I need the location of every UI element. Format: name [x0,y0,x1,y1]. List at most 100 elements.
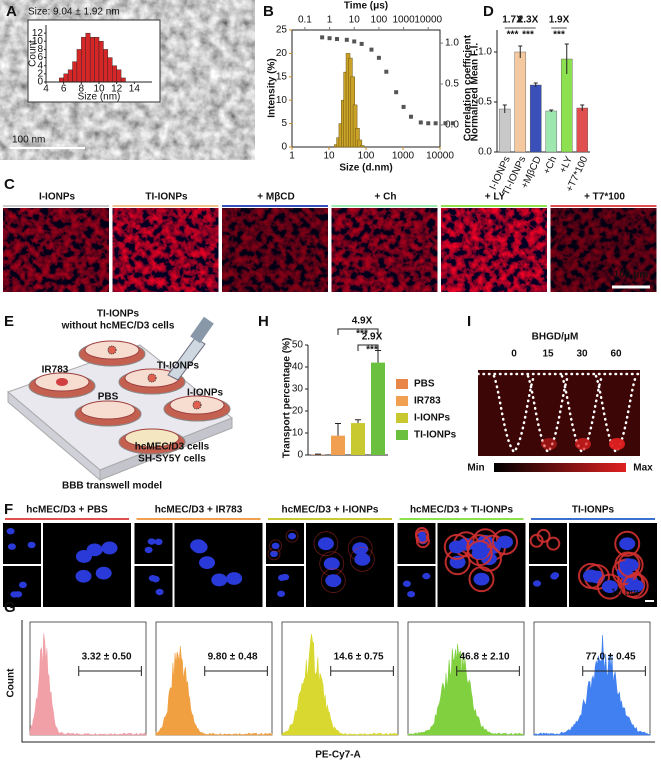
title-underline [441,205,547,207]
fluorescence-image [3,208,109,292]
error-bar [355,419,361,424]
micrograph [43,523,131,607]
y-tick-label: 25 [276,25,288,36]
intensity-bar [355,128,360,148]
x2-tick-label: 1 [327,15,333,26]
well-label: PBS [98,392,119,403]
fold-label: 4.9X [352,316,373,327]
nucleus [155,588,164,596]
cell-membrane [415,529,430,544]
histogram-bar [98,41,104,83]
scale-bar-label: 100 μm [614,270,649,281]
flow-histogram [281,633,399,736]
y-axis-label: Normalized Mean F.I. [470,43,481,142]
well-insert [80,400,136,420]
flow-histogram [29,633,147,736]
x-axis-label: PE-Cy7-A [315,750,361,761]
pipette-head [190,316,214,344]
x2-tick-label: 100 [371,15,388,26]
micrograph [266,523,304,564]
x-tick-label: 8 [79,84,85,95]
histogram-bar [107,57,113,83]
bar [331,435,345,455]
micrograph [174,523,263,607]
cell-membrane [349,546,375,572]
legend-label: IR783 [414,396,441,407]
x-tick-label: 12 [111,84,123,95]
histogram-bar [89,37,95,83]
flow-histogram [407,643,525,736]
gate-label: 14.6 ± 0.75 [334,652,384,663]
title-underline [5,518,129,520]
image-title: hcMEC/D3 + TI-IONPs [410,505,514,516]
image-dim [222,208,328,292]
y-tick-label: 0.5 [478,97,492,108]
size-text: Size: 9.04 ± 1.92 nm [28,7,120,18]
fluorescence-image [112,208,219,292]
y2-tick-label: 1.0 [445,38,459,49]
histogram-bar [94,37,100,83]
histogram-bar [85,32,91,83]
correlation-point [450,121,455,126]
correlation-point [344,37,349,42]
nucleus [226,572,243,585]
fold-label: 2.9X [362,332,383,343]
x2-tick-label: 10000 [414,15,442,26]
correlation-point [384,69,389,74]
y-tick-label: 30 [292,384,304,395]
cell-membrane [468,566,495,593]
label: TI-IONPs [97,309,140,320]
color-bar [494,463,626,472]
x-axis-label: Size (d.nm) [339,163,392,174]
image-title: + LY [485,192,506,203]
x-tick-label: 6 [61,84,67,95]
concentration: 0 [511,349,517,360]
histogram-bar [112,65,117,83]
y-axis-label: Count [6,668,17,698]
well-label: TI-IONPs [157,361,200,372]
fluorescence-image [222,208,328,292]
x-tick-label: 10 [93,84,105,95]
nucleus [7,543,16,550]
image-title: hcMEC/D3 + IR783 [155,505,243,516]
panel-label: C [4,176,15,193]
cell-membrane [269,539,283,553]
y-tick-label: 8 [37,44,43,55]
dye-spot [56,378,68,386]
label: without hcMEC/D3 cells [61,321,175,332]
legend-swatch [396,430,408,440]
nucleus [601,580,618,593]
nucleus [144,546,153,554]
nucleus [281,573,290,581]
nucleus [473,572,490,586]
legend-swatch [396,379,408,389]
nucleus [199,556,216,570]
intensity-bar [359,145,365,148]
legend-swatch [396,396,408,406]
image-dim [331,208,438,292]
nucleus [6,528,15,535]
nucleus [448,540,465,554]
y-tick-label: 10 [32,36,44,47]
nucleus [288,532,297,540]
nucleus [622,558,639,572]
axis [496,30,590,153]
nucleus [550,573,559,580]
histogram-bar [81,37,86,83]
panel-label: D [483,3,494,20]
nucleus [619,537,636,551]
well-label: I-IONPs [187,388,224,399]
nucleus [147,538,156,545]
correlation-point [426,121,431,126]
y-tick-label: 40 [292,362,304,373]
x-tick-label: 4 [43,84,49,95]
histogram-bar [59,77,64,83]
panel-label: G [4,599,16,616]
nucleus [582,569,599,583]
cell-membrane [492,529,519,556]
title-underline [399,518,524,520]
error-bar [335,423,341,436]
y-axis-label: Count [28,40,39,67]
nucleus [533,580,542,587]
correlation-point [418,120,423,125]
